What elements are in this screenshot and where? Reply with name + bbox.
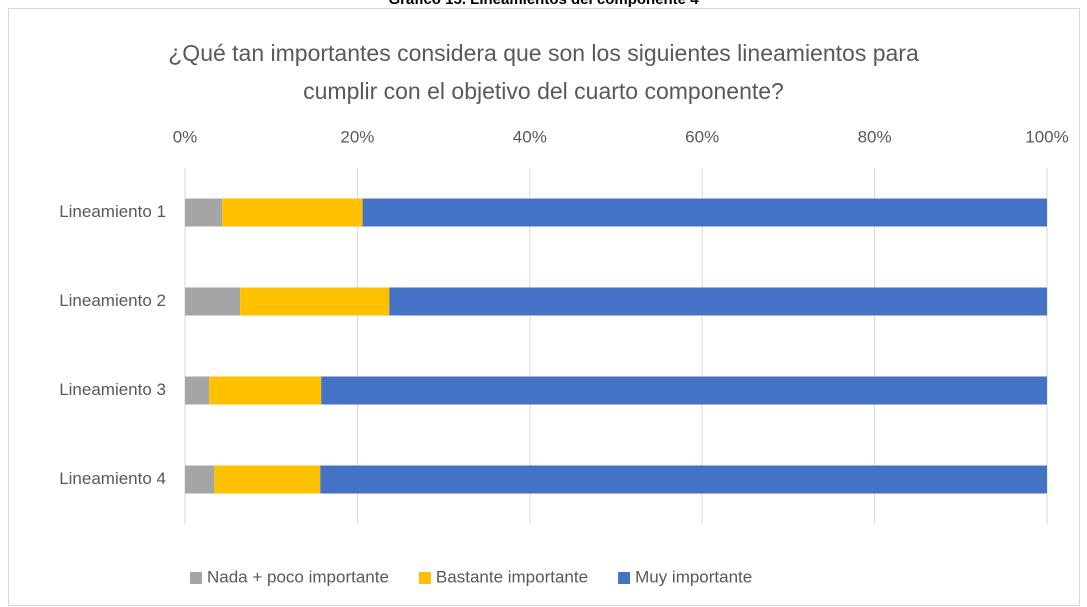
x-tick-label: 0% bbox=[173, 127, 198, 146]
x-tick-label: 80% bbox=[858, 127, 892, 146]
title-box: ¿Qué tan importantes considera que son l… bbox=[0, 34, 1087, 110]
bar-segment bbox=[209, 376, 322, 405]
x-tick-label: 40% bbox=[513, 127, 547, 146]
bar-segment bbox=[320, 465, 1048, 494]
bar-segment bbox=[185, 198, 223, 227]
bar-segment bbox=[222, 198, 363, 227]
bar-segment bbox=[321, 376, 1047, 405]
x-tick-label: 20% bbox=[340, 127, 374, 146]
x-tick-label: 100% bbox=[1025, 127, 1068, 146]
bar-segment bbox=[362, 198, 1047, 227]
legend-swatch bbox=[618, 572, 631, 584]
bar-segment bbox=[240, 287, 390, 316]
legend-label: Bastante importante bbox=[436, 567, 588, 586]
heading: Gráfico 15. Lineamientos del componente … bbox=[0, 0, 1087, 8]
y-tick-label: Lineamiento 4 bbox=[59, 469, 166, 488]
legend-label: Muy importante bbox=[635, 567, 752, 586]
legend-swatch bbox=[418, 572, 431, 584]
bar-segment bbox=[185, 376, 210, 405]
y-tick-label: Lineamiento 1 bbox=[59, 202, 166, 221]
legend-label: Nada + poco importante bbox=[207, 567, 389, 586]
bar-segment bbox=[185, 465, 215, 494]
y-tick-label: Lineamiento 3 bbox=[59, 380, 166, 399]
legend-swatch bbox=[190, 572, 202, 584]
y-tick-label: Lineamiento 2 bbox=[59, 291, 166, 310]
bar-segment bbox=[389, 287, 1047, 316]
bar-segment bbox=[185, 287, 241, 316]
x-tick-label: 60% bbox=[685, 127, 719, 146]
bar-segment bbox=[214, 465, 321, 494]
chart-title: ¿Qué tan importantes considera que son l… bbox=[168, 40, 919, 104]
chart-frame bbox=[8, 8, 1080, 606]
